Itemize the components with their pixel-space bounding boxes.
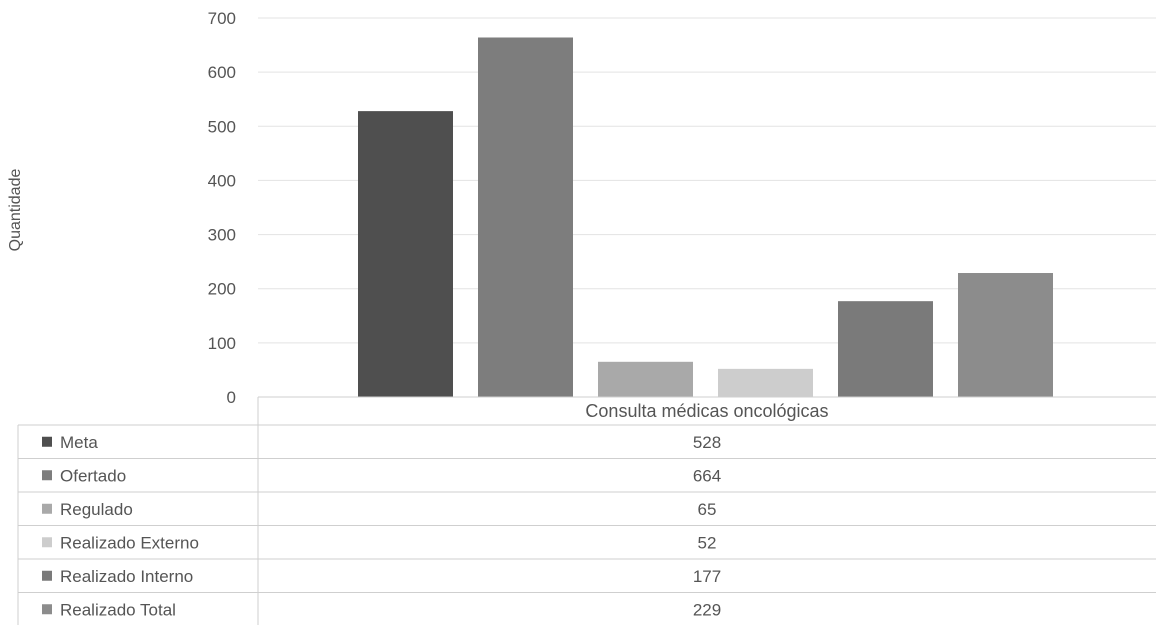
table-row-label: Realizado Total xyxy=(60,600,176,619)
table-row-label: Meta xyxy=(60,433,98,452)
y-tick-label: 300 xyxy=(208,226,236,245)
y-tick-label: 700 xyxy=(208,9,236,28)
y-tick-label: 200 xyxy=(208,280,236,299)
bar-meta xyxy=(358,111,453,397)
legend-swatch xyxy=(42,537,52,548)
table-row-value: 664 xyxy=(693,466,721,485)
y-tick-label: 600 xyxy=(208,63,236,82)
legend-swatch xyxy=(42,436,52,447)
data-table: Consulta médicas oncológicas Meta 528 Ofer… xyxy=(17,396,1156,625)
table-row-value: 229 xyxy=(693,600,721,619)
y-axis-label: Quantidade xyxy=(7,169,24,252)
table-row-label: Ofertado xyxy=(60,466,126,485)
bar-realizado-total xyxy=(958,273,1053,397)
table-row-value: 65 xyxy=(698,500,717,519)
table-row-value: 177 xyxy=(693,567,721,586)
y-tick-label: 0 xyxy=(227,388,236,407)
category-label: Consulta médicas oncológicas xyxy=(585,401,828,421)
table-row-value: 528 xyxy=(693,433,721,452)
legend-swatch xyxy=(42,570,52,581)
bars xyxy=(358,37,1053,398)
bar-regulado xyxy=(598,361,693,397)
legend-swatch xyxy=(42,503,52,514)
y-axis-ticks: 0 100 200 300 400 500 600 700 xyxy=(208,9,236,407)
bar-realizado-interno xyxy=(838,301,933,397)
table-row-label: Regulado xyxy=(60,500,133,519)
legend-swatch xyxy=(42,470,52,481)
legend-swatch xyxy=(42,604,52,615)
bar-realizado-externo xyxy=(718,368,813,397)
table-row-value: 52 xyxy=(698,533,717,552)
table-row-label: Realizado Externo xyxy=(60,533,199,552)
y-tick-label: 100 xyxy=(208,334,236,353)
y-tick-label: 500 xyxy=(208,117,236,136)
table-row-label: Realizado Interno xyxy=(60,567,193,586)
y-tick-label: 400 xyxy=(208,171,236,190)
bar-ofertado xyxy=(478,37,573,398)
